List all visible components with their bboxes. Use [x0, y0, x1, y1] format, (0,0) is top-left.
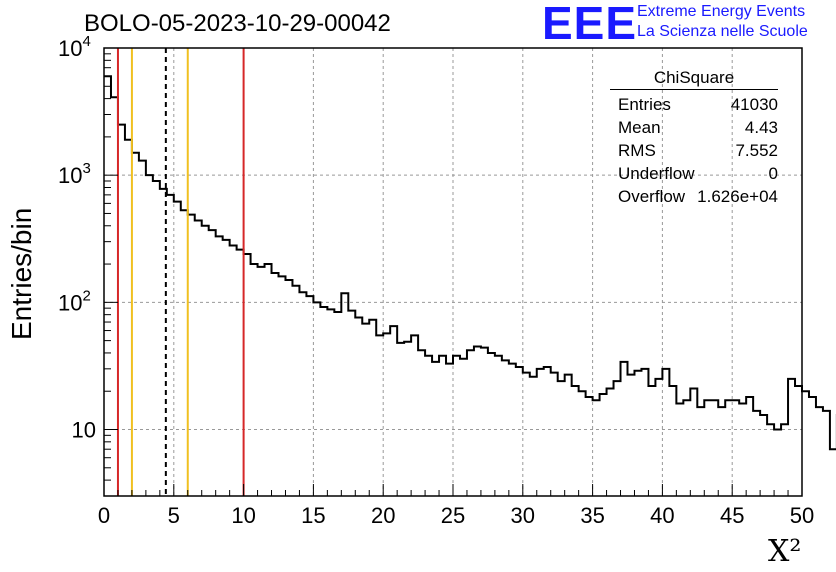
- stats-row-entries: Entries 41030: [610, 93, 778, 116]
- y-axis-label: Entries/bin: [6, 207, 37, 340]
- x-tick-label: 10: [231, 503, 255, 528]
- x-axis-label: X²: [768, 534, 802, 569]
- stats-row-rms: RMS 7.552: [610, 139, 778, 162]
- stats-value: 1.626e+04: [697, 187, 778, 206]
- x-tick-label: 5: [168, 503, 180, 528]
- y-tick-label: 104: [58, 33, 91, 61]
- stats-title: ChiSquare: [610, 68, 778, 90]
- y-tick-label: 102: [58, 287, 91, 315]
- x-tick-label: 30: [511, 503, 535, 528]
- stats-label: Underflow: [618, 164, 695, 183]
- stats-row-underflow: Underflow 0: [610, 162, 778, 185]
- x-tick-label: 45: [720, 503, 744, 528]
- x-tick-label: 35: [580, 503, 604, 528]
- eee-logo: EEE: [542, 0, 638, 49]
- brand-text: Extreme Energy Events La Scienza nelle S…: [637, 2, 808, 42]
- x-tick-label: 50: [790, 503, 814, 528]
- x-tick-label: 15: [301, 503, 325, 528]
- brand-line-1: Extreme Energy Events: [637, 3, 806, 20]
- stats-row-mean: Mean 4.43: [610, 116, 778, 139]
- stats-value: 0: [768, 164, 778, 183]
- chart-title: BOLO-05-2023-10-29-00042: [84, 10, 391, 37]
- stats-box: ChiSquare Entries 41030 Mean 4.43 RMS 7.552…: [610, 68, 778, 208]
- y-tick-label: 10: [72, 418, 96, 443]
- stats-value: 41030: [730, 95, 778, 114]
- stats-row-overflow: Overflow 1.626e+04: [610, 185, 778, 208]
- stats-label: Overflow: [618, 187, 686, 206]
- stats-value: 4.43: [744, 118, 778, 137]
- stats-value: 7.552: [735, 141, 778, 160]
- brand-line-2: La Scienza nelle Scuole: [637, 23, 808, 40]
- y-tick-label: 103: [58, 160, 91, 188]
- x-tick-label: 25: [441, 503, 465, 528]
- x-tick-label: 0: [98, 503, 110, 528]
- x-tick-label: 20: [371, 503, 395, 528]
- x-tick-label: 40: [650, 503, 674, 528]
- stats-label: Entries: [618, 95, 671, 114]
- stats-label: RMS: [618, 141, 656, 160]
- stats-label: Mean: [618, 118, 661, 137]
